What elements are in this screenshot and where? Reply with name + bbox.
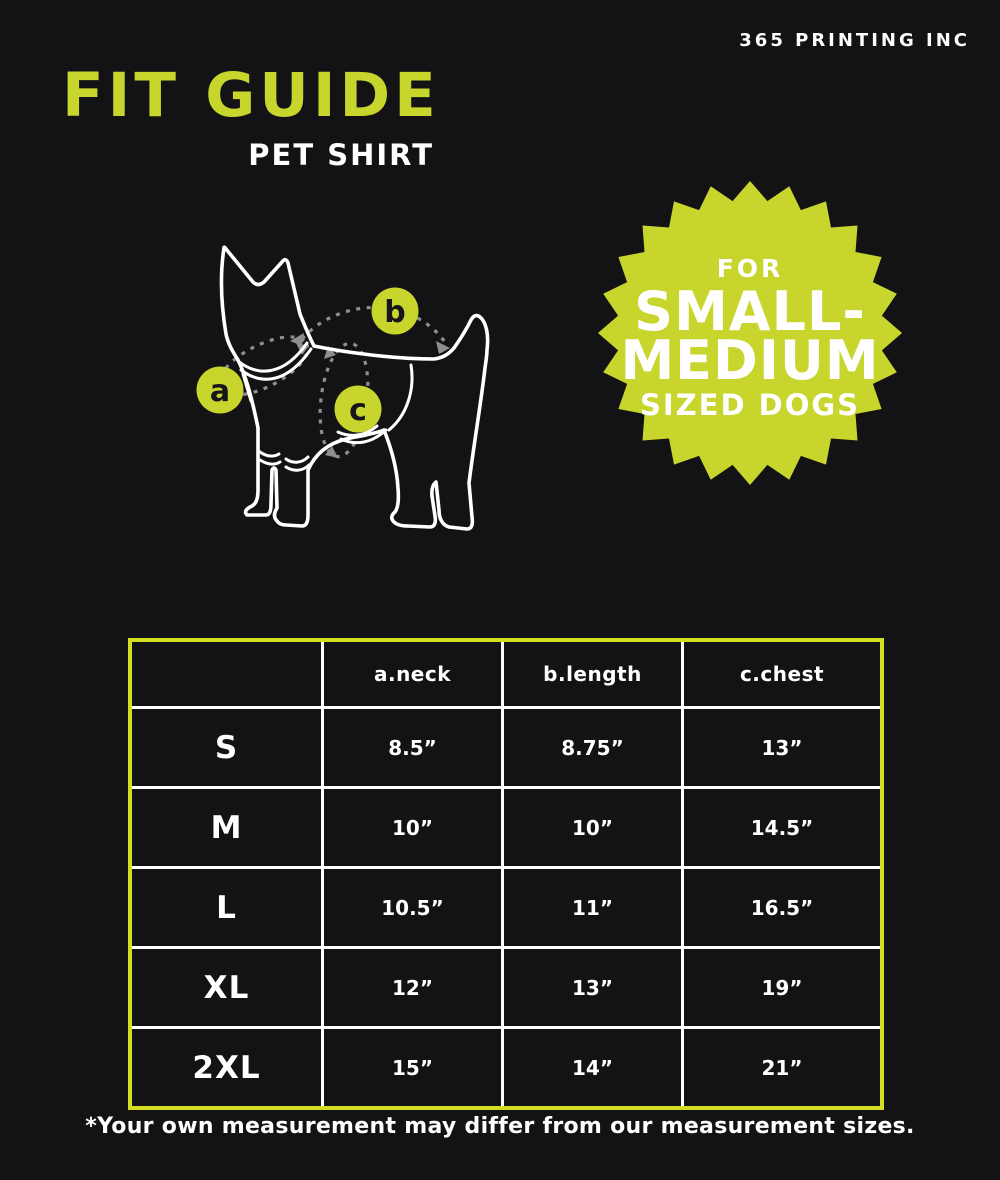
measurement-cell: 12” (324, 949, 501, 1026)
size-label-cell: XL (132, 949, 321, 1026)
starburst-text: FOR SMALL- MEDIUM SIZED DOGS (590, 173, 910, 493)
size-label-cell: 2XL (132, 1029, 321, 1106)
shirt-detail-lines (236, 341, 414, 472)
measurement-cell: 15” (324, 1029, 501, 1106)
column-header: a.neck (324, 642, 501, 706)
size-label-cell: S (132, 709, 321, 786)
footnote: *Your own measurement may differ from ou… (85, 1114, 915, 1139)
measurement-cell: 8.75” (504, 709, 681, 786)
starburst-badge: FOR SMALL- MEDIUM SIZED DOGS (590, 173, 910, 493)
column-header: c.chest (684, 642, 880, 706)
badge-line-sized-dogs: SIZED DOGS (639, 388, 861, 422)
measurement-cell: 8.5” (324, 709, 501, 786)
measurement-cell: 11” (504, 869, 681, 946)
measurement-cell: 13” (684, 709, 880, 786)
measurement-cell: 14.5” (684, 789, 880, 866)
dog-outline (219, 245, 490, 531)
measurement-cell: 14” (504, 1029, 681, 1106)
measurement-cell: 21” (684, 1029, 880, 1106)
dog-measurement-diagram: a b c (178, 238, 512, 550)
measurement-cell: 16.5” (684, 869, 880, 946)
column-header: b.length (504, 642, 681, 706)
dog-illustration: a b c (196, 245, 490, 531)
marker-a-badge (196, 366, 244, 414)
size-table: a.neck b.length c.chest S 8.5” 8.75” 13” M 10” 10… (128, 638, 884, 1110)
marker-b-label: b (384, 295, 405, 330)
badge-line-for: FOR (716, 254, 784, 283)
arrowhead-icon (436, 341, 450, 354)
page-subtitle: PET SHIRT (248, 138, 434, 172)
size-label-cell: M (132, 789, 321, 866)
table-corner-cell (132, 642, 321, 706)
starburst-shape (598, 181, 902, 485)
size-label-cell: L (132, 869, 321, 946)
badge-line-small: SMALL- (634, 280, 866, 343)
arrowhead-icon (290, 333, 304, 346)
measurement-cell: 13” (504, 949, 681, 1026)
arrowhead-icon (325, 446, 338, 458)
starburst-icon (598, 181, 902, 485)
page-title: FIT GUIDE (62, 60, 440, 131)
measurement-cell: 19” (684, 949, 880, 1026)
marker-b-badge (371, 287, 419, 335)
marker-c-badge (334, 385, 382, 433)
marker-c-label: c (349, 393, 367, 428)
measurement-cell: 10” (504, 789, 681, 866)
measurement-cell: 10.5” (324, 869, 501, 946)
badge-line-medium: MEDIUM (620, 329, 880, 392)
measurement-cell: 10” (324, 789, 501, 866)
brand-name: 365 PRINTING INC (739, 30, 970, 51)
marker-a-label: a (210, 374, 230, 409)
